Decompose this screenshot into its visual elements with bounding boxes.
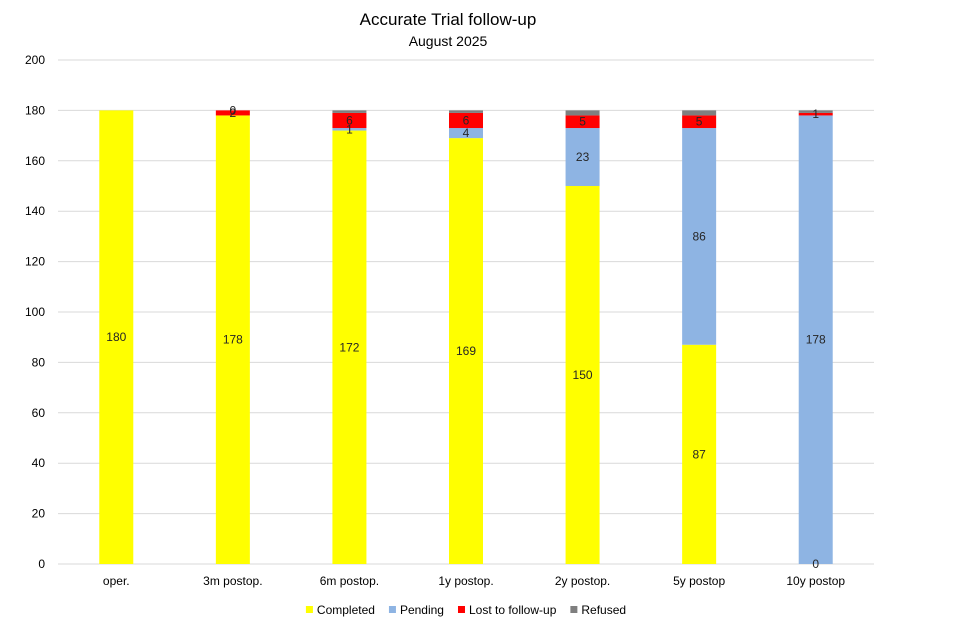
- legend-swatch-refused: [570, 606, 578, 613]
- legend-swatch-completed: [305, 606, 313, 613]
- bar-segment-completed: [449, 138, 483, 564]
- bar-segment-pending: [798, 115, 833, 564]
- data-label: 86: [692, 229, 706, 243]
- bar-segment-refused: [449, 110, 483, 113]
- x-tick-label: oper.: [103, 574, 130, 588]
- y-tick-label: 120: [25, 255, 45, 269]
- x-tick-label: 2y postop.: [555, 574, 610, 588]
- data-label: 2: [230, 106, 237, 120]
- chart-subtitle: August 2025: [409, 33, 488, 49]
- bar-segment-refused: [565, 110, 600, 116]
- y-tick-label: 80: [32, 355, 46, 369]
- bar-segment-lost-to-follow-up: [565, 115, 600, 129]
- y-tick-label: 20: [32, 507, 46, 521]
- data-label: 6: [346, 113, 353, 127]
- data-label: 180: [106, 330, 126, 344]
- y-tick-label: 0: [38, 557, 45, 571]
- bar-segment-completed: [99, 110, 134, 565]
- y-tick-label: 200: [25, 53, 45, 67]
- data-label: 6: [463, 113, 470, 127]
- bar-segment-lost-to-follow-up: [682, 115, 717, 129]
- data-label: 5: [696, 115, 703, 129]
- y-tick-label: 60: [32, 406, 46, 420]
- x-tick-label: 6m postop.: [320, 574, 379, 588]
- bar-segment-completed: [215, 115, 250, 564]
- data-label: 5: [579, 115, 586, 129]
- legend-swatch-lost-to-follow-up: [457, 606, 465, 613]
- bar-segment-refused: [682, 110, 717, 116]
- data-label: 4: [463, 126, 470, 140]
- bar-segment-pending: [682, 128, 717, 345]
- data-label: 1: [346, 122, 353, 136]
- y-tick-label: 160: [25, 154, 45, 168]
- data-label: 178: [223, 333, 243, 347]
- x-tick-label: 10y postop: [786, 574, 845, 588]
- x-tick-label: 5y postop: [673, 574, 725, 588]
- legend-label-refused: Refused: [581, 603, 626, 617]
- chart-title: Accurate Trial follow-up: [360, 10, 537, 29]
- bar-segment-completed: [565, 186, 600, 564]
- legend-swatch-pending: [388, 606, 396, 613]
- bar-segment-completed: [682, 344, 717, 564]
- bar-segment-completed: [332, 130, 367, 564]
- data-label: 87: [692, 447, 706, 461]
- x-tick-label: 3m postop.: [203, 574, 262, 588]
- bar-segment-lost-to-follow-up: [332, 112, 367, 129]
- bar-segment-lost-to-follow-up: [798, 112, 833, 116]
- y-tick-label: 40: [32, 456, 46, 470]
- y-tick-label: 140: [25, 204, 45, 218]
- bar-segment-pending: [565, 128, 600, 186]
- data-label: 0: [812, 557, 819, 571]
- x-tick-label: 1y postop.: [438, 574, 493, 588]
- bars: [99, 110, 833, 565]
- data-label: 1: [812, 107, 819, 121]
- bar-segment-pending: [332, 128, 367, 131]
- bar-segment-lost-to-follow-up: [449, 112, 483, 129]
- data-label: 172: [339, 340, 359, 354]
- legend: Completed Pending Lost to follow-up Refused: [305, 603, 626, 617]
- bar-segment-refused: [332, 110, 367, 113]
- y-axis-ticks: 0 20 40 60 80 100 120 140 160 180 200: [25, 53, 45, 571]
- data-label: 178: [806, 333, 826, 347]
- data-label: 0: [230, 103, 237, 117]
- data-label: 150: [573, 368, 593, 382]
- legend-label-lost-to-follow-up: Lost to follow-up: [469, 603, 557, 617]
- bar-segment-lost-to-follow-up: [215, 110, 250, 116]
- legend-label-completed: Completed: [317, 603, 375, 617]
- y-tick-label: 100: [25, 305, 45, 319]
- data-label: 23: [576, 150, 590, 164]
- bar-segment-refused: [798, 110, 833, 113]
- legend-label-pending: Pending: [400, 603, 444, 617]
- data-label: 169: [456, 344, 476, 358]
- x-axis-ticks: oper. 3m postop. 6m postop. 1y postop. 2y po…: [103, 574, 845, 588]
- y-tick-label: 180: [25, 103, 45, 117]
- bar-segment-pending: [449, 128, 483, 139]
